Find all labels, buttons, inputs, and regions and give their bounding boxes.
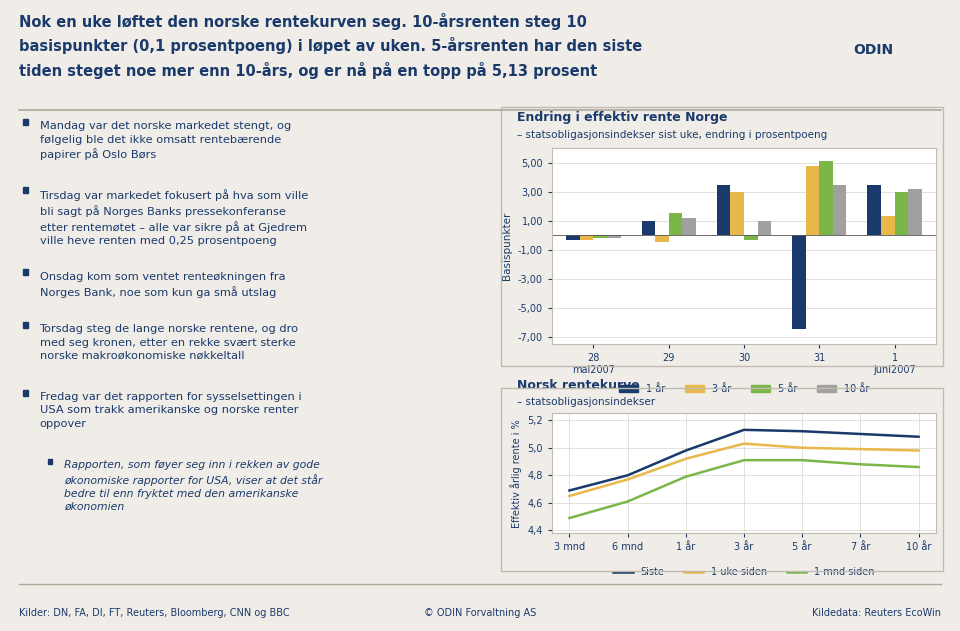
Bar	[819, 162, 833, 235]
Text: Mandag var det norske markedet stengt, og
følgelig ble det ikke omsatt rentebære: Mandag var det norske markedet stengt, o…	[39, 121, 291, 160]
Bar	[833, 184, 847, 235]
Bar	[48, 459, 52, 464]
Bar	[566, 235, 580, 240]
Bar	[717, 184, 731, 235]
Siste	[622, 471, 634, 479]
Bar	[607, 235, 620, 238]
Bar	[593, 235, 607, 238]
1 mnd siden	[854, 461, 866, 468]
Text: Tirsdag var markedet fokusert på hva som ville
bli sagt på Norges Banks presseko: Tirsdag var markedet fokusert på hva som…	[39, 189, 309, 246]
1 uke siden	[913, 447, 924, 454]
1 uke siden	[738, 440, 750, 447]
Text: Onsdag kom som ventet renteøkningen fra
Norges Bank, noe som kun ga små utslag: Onsdag kom som ventet renteøkningen fra …	[39, 272, 285, 298]
Legend: 1 år, 3 år, 5 år, 10 år: 1 år, 3 år, 5 år, 10 år	[614, 380, 874, 398]
1 uke siden	[854, 445, 866, 453]
1 uke siden	[564, 492, 575, 500]
Line: Siste: Siste	[569, 430, 919, 490]
Text: Endring i effektiv rente Norge: Endring i effektiv rente Norge	[517, 111, 728, 124]
Text: Nok en uke løftet den norske rentekurven seg. 10-årsrenten steg 10
basispunkter : Nok en uke løftet den norske rentekurven…	[19, 13, 642, 79]
Text: Kildedata: Reuters EcoWin: Kildedata: Reuters EcoWin	[812, 608, 941, 618]
Bar	[731, 192, 744, 235]
Siste	[854, 430, 866, 438]
Text: Norsk rentekurve: Norsk rentekurve	[517, 379, 640, 392]
1 mnd siden	[564, 514, 575, 522]
1 mnd siden	[913, 463, 924, 471]
Bar	[792, 235, 805, 329]
Bar	[908, 189, 922, 235]
Bar	[580, 235, 593, 240]
1 mnd siden	[680, 473, 691, 480]
Bar	[881, 216, 895, 235]
Bar	[23, 187, 28, 192]
Siste	[738, 426, 750, 433]
Bar	[23, 322, 28, 328]
Bar	[23, 119, 28, 125]
1 uke siden	[797, 444, 808, 452]
Bar	[23, 269, 28, 276]
Text: Rapporten, som føyer seg inn i rekken av gode
økonomiske rapporter for USA, vise: Rapporten, som føyer seg inn i rekken av…	[64, 460, 323, 512]
Siste	[680, 447, 691, 454]
Bar	[669, 213, 683, 235]
Text: Torsdag steg de lange norske rentene, og dro
med seg kronen, etter en rekke svær: Torsdag steg de lange norske rentene, og…	[39, 324, 299, 361]
Bar	[868, 184, 881, 235]
Bar	[23, 390, 28, 396]
Text: – statsobligasjonsindekser: – statsobligasjonsindekser	[517, 397, 656, 407]
Bar	[655, 235, 669, 242]
Bar	[805, 166, 819, 235]
Bar	[757, 221, 771, 235]
Line: 1 mnd siden: 1 mnd siden	[569, 460, 919, 518]
1 uke siden	[622, 476, 634, 483]
Text: Fredag var det rapporten for sysselsettingen i
USA som trakk amerikanske og nors: Fredag var det rapporten for sysselsetti…	[39, 392, 301, 428]
Bar	[744, 235, 757, 240]
1 mnd siden	[622, 498, 634, 505]
Text: Kilder: DN, FA, DI, FT, Reuters, Bloomberg, CNN og BBC: Kilder: DN, FA, DI, FT, Reuters, Bloombe…	[19, 608, 290, 618]
Bar	[895, 192, 908, 235]
Legend: Siste, 1 uke siden, 1 mnd siden: Siste, 1 uke siden, 1 mnd siden	[610, 563, 878, 581]
Siste	[797, 427, 808, 435]
Siste	[564, 487, 575, 494]
1 mnd siden	[738, 456, 750, 464]
Bar	[683, 218, 696, 235]
1 uke siden	[680, 455, 691, 463]
Bar	[641, 221, 655, 235]
Text: – statsobligasjonsindekser sist uke, endring i prosentpoeng: – statsobligasjonsindekser sist uke, end…	[517, 131, 828, 141]
Y-axis label: Effektiv årlig rente i %: Effektiv årlig rente i %	[510, 419, 522, 528]
Text: © ODIN Forvaltning AS: © ODIN Forvaltning AS	[424, 608, 536, 618]
Siste	[913, 433, 924, 440]
Y-axis label: Basispunkter: Basispunkter	[502, 212, 513, 280]
Line: 1 uke siden: 1 uke siden	[569, 444, 919, 496]
Text: ODIN: ODIN	[853, 44, 894, 57]
1 mnd siden	[797, 456, 808, 464]
